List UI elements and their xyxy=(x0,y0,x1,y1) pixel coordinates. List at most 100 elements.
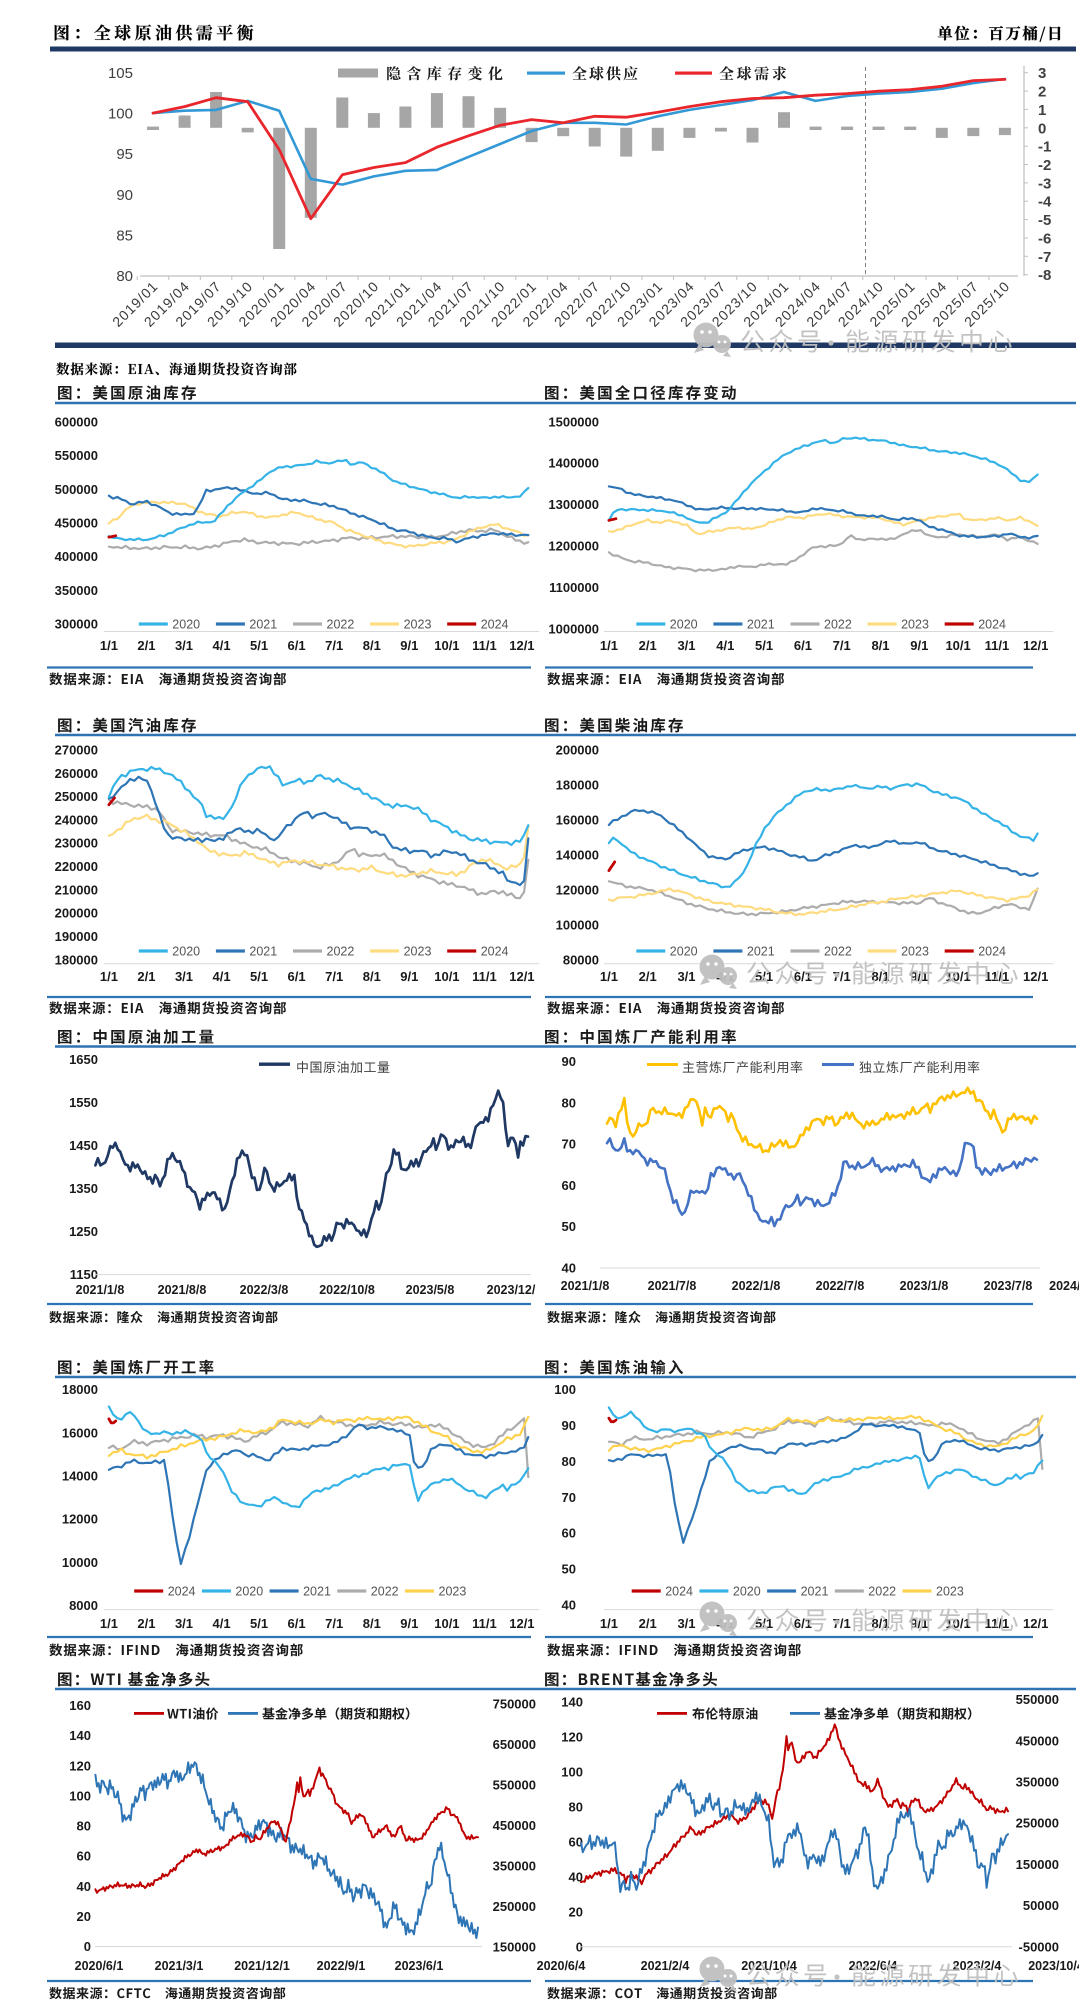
svg-text:3/1: 3/1 xyxy=(677,638,695,653)
svg-text:2023/6/1: 2023/6/1 xyxy=(395,1959,444,1973)
svg-text:650000: 650000 xyxy=(493,1737,536,1752)
svg-text:1/1: 1/1 xyxy=(600,969,618,984)
svg-text:2021/7/8: 2021/7/8 xyxy=(648,1279,697,1293)
svg-text:1/1: 1/1 xyxy=(100,638,118,653)
svg-text:20: 20 xyxy=(77,1909,91,1924)
svg-text:2021: 2021 xyxy=(801,1585,829,1599)
svg-text:18000: 18000 xyxy=(62,1382,98,1397)
svg-text:1650: 1650 xyxy=(69,1052,98,1067)
svg-text:60: 60 xyxy=(562,1178,576,1193)
svg-text:1/1: 1/1 xyxy=(600,638,618,653)
svg-text:2021: 2021 xyxy=(303,1585,331,1599)
svg-text:150000: 150000 xyxy=(493,1939,536,1954)
svg-text:2020: 2020 xyxy=(172,945,200,959)
svg-text:100: 100 xyxy=(108,106,133,123)
svg-text:-8: -8 xyxy=(1038,267,1051,284)
svg-text:2022/7/8: 2022/7/8 xyxy=(816,1279,865,1293)
svg-text:12/1: 12/1 xyxy=(509,969,534,984)
svg-text:1250: 1250 xyxy=(69,1224,98,1239)
svg-text:80000: 80000 xyxy=(563,952,599,967)
svg-text:2023: 2023 xyxy=(901,618,929,632)
svg-text:3: 3 xyxy=(1038,65,1046,82)
svg-text:12/1: 12/1 xyxy=(509,1616,534,1631)
svg-text:400000: 400000 xyxy=(55,549,98,564)
svg-text:350000: 350000 xyxy=(493,1858,536,1873)
svg-text:230000: 230000 xyxy=(55,836,98,851)
svg-text:2021: 2021 xyxy=(249,618,277,632)
svg-text:2023: 2023 xyxy=(404,618,432,632)
svg-text:40: 40 xyxy=(569,1869,583,1884)
svg-text:140: 140 xyxy=(69,1728,91,1743)
svg-text:270000: 270000 xyxy=(55,743,98,758)
svg-text:4/1: 4/1 xyxy=(213,969,231,984)
svg-text:2022: 2022 xyxy=(371,1585,399,1599)
svg-text:6/1: 6/1 xyxy=(794,638,812,653)
svg-text:1500000: 1500000 xyxy=(548,414,599,429)
svg-text:2022/3/8: 2022/3/8 xyxy=(240,1283,289,1297)
svg-text:2024: 2024 xyxy=(665,1585,693,1599)
svg-text:750000: 750000 xyxy=(493,1697,536,1712)
svg-text:0: 0 xyxy=(84,1939,91,1954)
svg-text:350000: 350000 xyxy=(55,583,98,598)
svg-text:8/1: 8/1 xyxy=(363,1616,381,1631)
svg-text:2024: 2024 xyxy=(481,945,509,959)
svg-text:250000: 250000 xyxy=(1016,1816,1059,1831)
svg-text:50000: 50000 xyxy=(1023,1898,1059,1913)
svg-text:-2: -2 xyxy=(1038,157,1051,174)
svg-text:6/1: 6/1 xyxy=(288,1616,306,1631)
svg-text:7/1: 7/1 xyxy=(325,1616,343,1631)
svg-text:220000: 220000 xyxy=(55,859,98,874)
svg-text:1/1: 1/1 xyxy=(100,1616,118,1631)
svg-text:1550: 1550 xyxy=(69,1095,98,1110)
svg-text:5/1: 5/1 xyxy=(755,638,773,653)
svg-text:8/1: 8/1 xyxy=(363,969,381,984)
svg-text:2/1: 2/1 xyxy=(137,638,155,653)
svg-text:60: 60 xyxy=(562,1526,576,1541)
svg-text:2/1: 2/1 xyxy=(137,969,155,984)
svg-text:12/1: 12/1 xyxy=(1023,969,1048,984)
svg-text:90: 90 xyxy=(116,187,133,204)
svg-text:2022: 2022 xyxy=(824,945,852,959)
svg-text:50: 50 xyxy=(562,1562,576,1577)
svg-text:2023: 2023 xyxy=(901,945,929,959)
svg-text:80: 80 xyxy=(569,1799,583,1814)
svg-text:11/1: 11/1 xyxy=(472,638,497,653)
svg-text:2024: 2024 xyxy=(168,1585,196,1599)
svg-text:14000: 14000 xyxy=(62,1469,98,1484)
svg-text:550000: 550000 xyxy=(55,448,98,463)
svg-text:70: 70 xyxy=(562,1490,576,1505)
svg-text:2022: 2022 xyxy=(824,618,852,632)
svg-text:2020: 2020 xyxy=(670,945,698,959)
svg-text:1000000: 1000000 xyxy=(548,621,599,636)
svg-text:600000: 600000 xyxy=(55,415,98,430)
svg-text:-4: -4 xyxy=(1038,194,1052,211)
svg-text:2020: 2020 xyxy=(172,618,200,632)
svg-text:2/1: 2/1 xyxy=(639,969,657,984)
svg-text:1200000: 1200000 xyxy=(548,539,599,554)
svg-text:5/1: 5/1 xyxy=(250,638,268,653)
svg-text:180000: 180000 xyxy=(556,778,599,793)
svg-text:2/1: 2/1 xyxy=(137,1616,155,1631)
svg-text:2022: 2022 xyxy=(868,1585,896,1599)
svg-text:7/1: 7/1 xyxy=(833,638,851,653)
svg-text:2020: 2020 xyxy=(733,1585,761,1599)
svg-text:2021: 2021 xyxy=(747,618,775,632)
svg-text:2021/1/8: 2021/1/8 xyxy=(561,1279,610,1293)
svg-text:-5: -5 xyxy=(1038,212,1051,229)
svg-text:450000: 450000 xyxy=(55,516,98,531)
svg-text:2020: 2020 xyxy=(235,1585,263,1599)
svg-text:70: 70 xyxy=(562,1137,576,1152)
svg-text:3/1: 3/1 xyxy=(175,969,193,984)
svg-text:1/1: 1/1 xyxy=(100,969,118,984)
svg-text:2023/5/8: 2023/5/8 xyxy=(406,1283,455,1297)
svg-text:250000: 250000 xyxy=(493,1899,536,1914)
svg-text:11/1: 11/1 xyxy=(985,638,1010,653)
svg-text:40: 40 xyxy=(77,1879,91,1894)
svg-text:2023: 2023 xyxy=(936,1585,964,1599)
svg-text:1/1: 1/1 xyxy=(600,1616,618,1631)
svg-text:6/1: 6/1 xyxy=(288,969,306,984)
svg-text:2021/2/4: 2021/2/4 xyxy=(641,1959,690,1973)
svg-text:2024: 2024 xyxy=(978,618,1006,632)
svg-text:7/1: 7/1 xyxy=(325,969,343,984)
svg-text:80: 80 xyxy=(77,1819,91,1834)
